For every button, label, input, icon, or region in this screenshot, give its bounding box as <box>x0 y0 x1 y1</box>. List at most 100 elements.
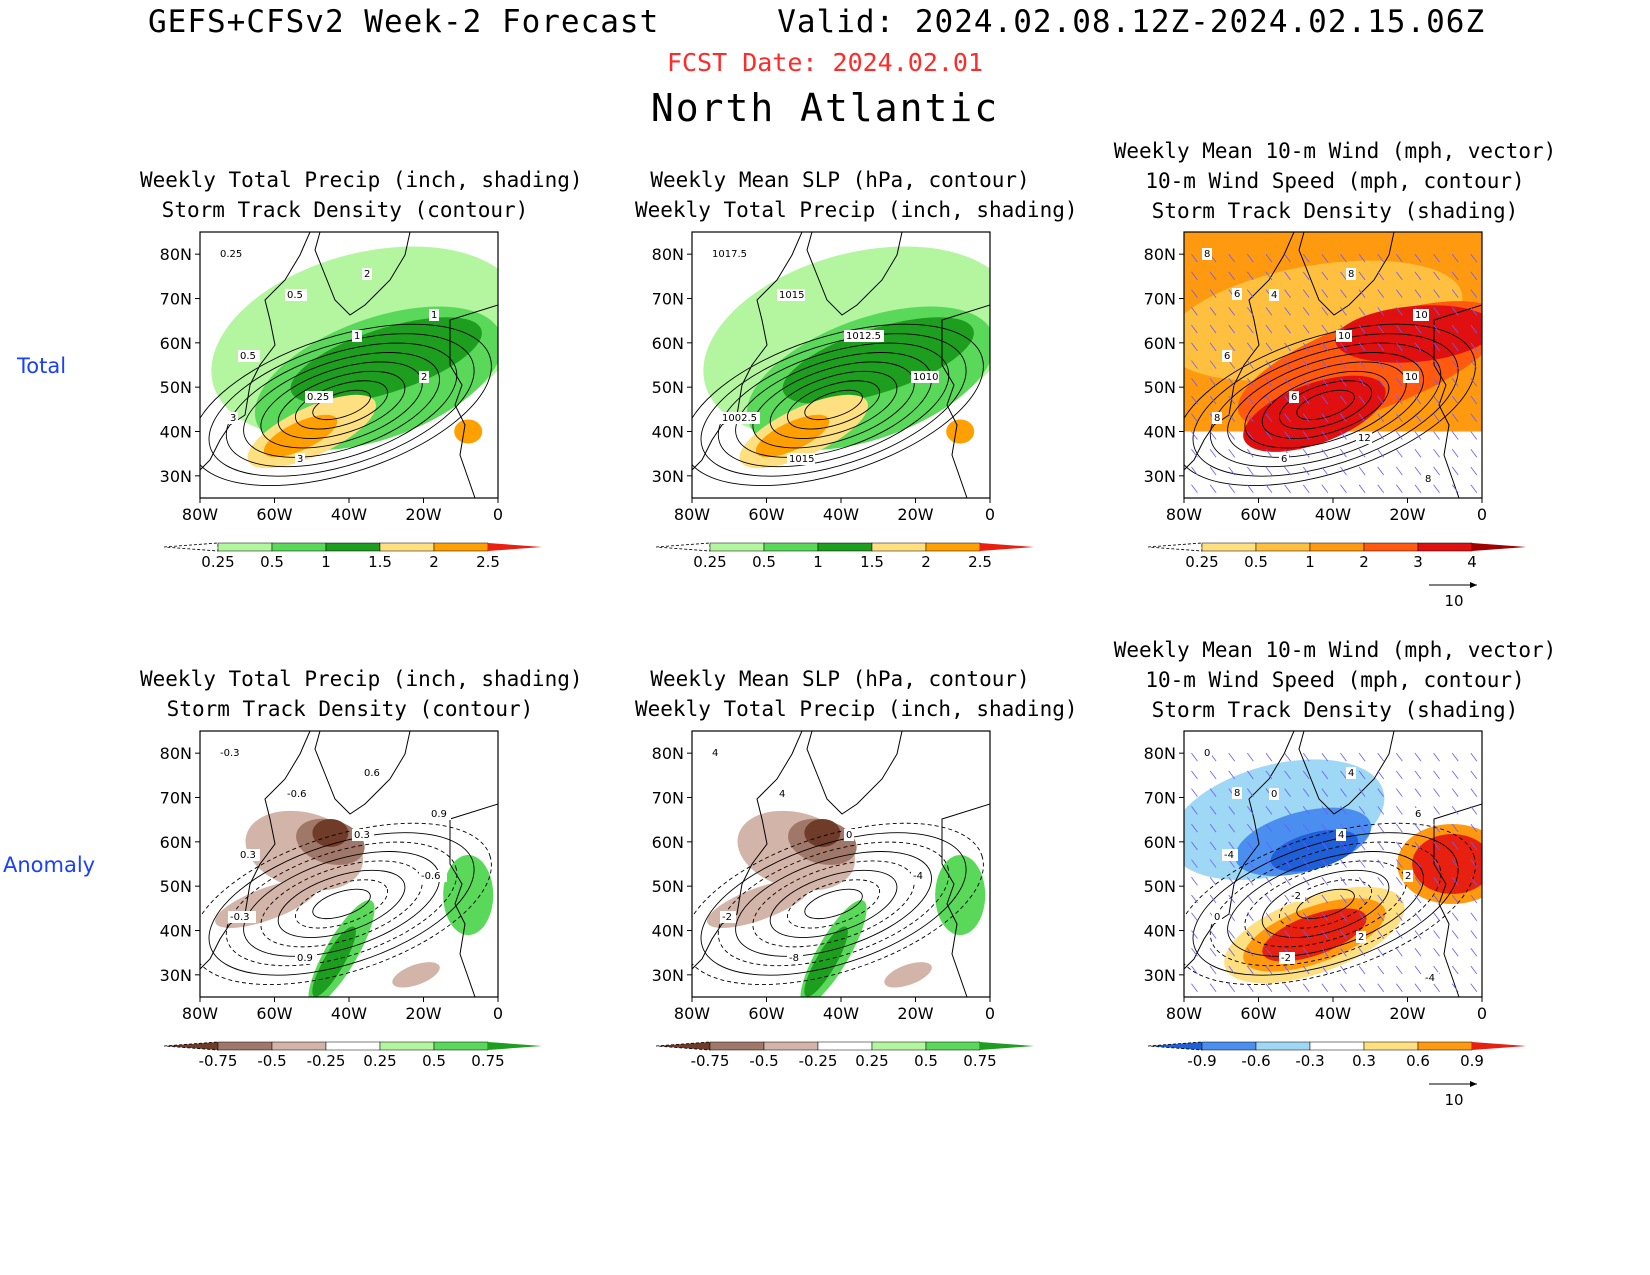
contour-label: 6 <box>1415 809 1421 820</box>
contour-label: 4 <box>1338 830 1344 841</box>
colorbar-segment <box>1363 542 1419 552</box>
contour-label-bg <box>295 952 317 964</box>
wind-vector <box>1377 289 1385 298</box>
wind-vector <box>1321 466 1329 476</box>
colorbar-segment <box>817 1041 873 1051</box>
wind-vector <box>1191 342 1198 352</box>
wind-vector <box>1247 788 1254 797</box>
contour-label: 3 <box>297 454 303 465</box>
wind-vector <box>1209 395 1217 405</box>
wind-vector <box>1414 271 1422 281</box>
lon-tick-label: 40W <box>823 505 859 524</box>
wind-vector <box>1396 965 1403 975</box>
wind-vector <box>1191 965 1198 975</box>
wind-vector <box>1340 413 1347 423</box>
wind-vector <box>1321 360 1329 369</box>
contour-label: -0.6 <box>421 871 441 882</box>
contour-label-bg <box>1289 391 1299 403</box>
contour-line <box>804 389 863 421</box>
wind-vector <box>1433 324 1440 334</box>
wind-vector <box>1451 752 1459 762</box>
wind-vector <box>1358 360 1366 369</box>
wind-vector <box>1340 965 1347 975</box>
lat-tick-label: 40N <box>1144 922 1176 941</box>
wind-vector <box>1321 859 1329 868</box>
lat-tick-label: 40N <box>160 423 192 442</box>
wind-vector <box>1321 806 1329 815</box>
wind-vector <box>1433 307 1440 316</box>
lon-tick-label: 60W <box>256 1004 292 1023</box>
contour-label: 1017.5 <box>712 249 747 260</box>
lon-tick-label: 0 <box>493 1004 503 1023</box>
lon-tick-label: 60W <box>1240 505 1276 524</box>
wind-vector <box>1209 947 1217 957</box>
wind-vector <box>1228 877 1236 886</box>
wind-vector <box>1451 395 1459 405</box>
colorbar-segment <box>271 1041 327 1051</box>
colorbar-label: -0.25 <box>799 1052 838 1070</box>
wind-vector <box>1396 930 1403 939</box>
contour-line <box>225 342 458 468</box>
lat-tick-label: 50N <box>160 877 192 896</box>
wind-vector <box>1321 431 1329 440</box>
wind-vector <box>1414 395 1422 405</box>
wind-vector <box>1396 466 1403 476</box>
wind-vector <box>1396 983 1403 992</box>
colorbar-label: 2 <box>921 553 931 571</box>
wind-vector <box>1191 983 1198 992</box>
wind-vector <box>1414 947 1422 957</box>
wind-vector <box>1228 770 1236 780</box>
wind-vector <box>1358 484 1366 493</box>
wind-vector <box>1377 360 1385 369</box>
wind-vector <box>1433 770 1440 780</box>
contour-label-bg <box>1222 350 1232 362</box>
wind-vector <box>1358 983 1366 992</box>
wind-vector <box>1247 289 1254 298</box>
anomaly-shading <box>1412 834 1482 894</box>
contour-label: -2 <box>1281 953 1291 964</box>
wind-vector <box>1209 930 1217 939</box>
wind-vector <box>1265 307 1273 316</box>
contour-line <box>295 380 389 430</box>
wind-vector <box>1451 431 1459 440</box>
wind-vector <box>1414 289 1422 298</box>
contour-label-bg <box>1346 268 1356 280</box>
contour-label-bg <box>285 289 307 301</box>
contour-label-bg <box>238 350 260 362</box>
wind-vector <box>1302 466 1310 476</box>
wind-vector <box>1265 930 1273 939</box>
contour-line <box>1184 822 1476 986</box>
wind-vector <box>1396 859 1403 868</box>
wind-vector <box>1433 806 1440 815</box>
lon-tick-label: 80W <box>182 1004 218 1023</box>
wind-vector <box>1358 965 1366 975</box>
wind-vector <box>1451 484 1459 493</box>
lat-tick-label: 60N <box>1144 833 1176 852</box>
wind-vector <box>1209 448 1217 458</box>
wind-vector <box>1470 466 1478 476</box>
lon-tick-label: 0 <box>493 505 503 524</box>
lat-tick-label: 80N <box>652 744 684 763</box>
wind-vector <box>1396 448 1403 458</box>
wind-vector <box>1358 395 1366 405</box>
contour-label: -4 <box>1425 973 1435 984</box>
colorbar-label: -0.6 <box>1241 1052 1270 1070</box>
wind-vector <box>1470 289 1478 298</box>
panel-title: Weekly Mean SLP (hPa, contour) Weekly To… <box>635 667 1078 721</box>
map-panel-anomaly-wind-storm-track: 0 0 4 2 0 -2 4 6 -4 -2 2 -4 8 80N 70N 60N 50N 40N 30N 80W 60… <box>1144 730 1526 1109</box>
contour-label-bg <box>1202 747 1212 759</box>
colorbar-label: -0.5 <box>749 1052 778 1070</box>
contour-label: 2 <box>1405 871 1411 882</box>
colorbar-label: 1 <box>1305 553 1315 571</box>
wind-vector <box>1377 307 1385 316</box>
wind-vector <box>1302 947 1310 957</box>
contour-label-bg <box>1232 288 1242 300</box>
wind-vector <box>1377 983 1385 992</box>
lat-tick-label: 50N <box>1144 378 1176 397</box>
wind-vector <box>1470 307 1478 316</box>
wind-vector <box>1191 947 1198 957</box>
wind-vector <box>1284 307 1291 316</box>
wind-vector <box>1302 484 1310 493</box>
lat-tick-label: 40N <box>160 922 192 941</box>
wind-vector <box>1358 912 1366 922</box>
